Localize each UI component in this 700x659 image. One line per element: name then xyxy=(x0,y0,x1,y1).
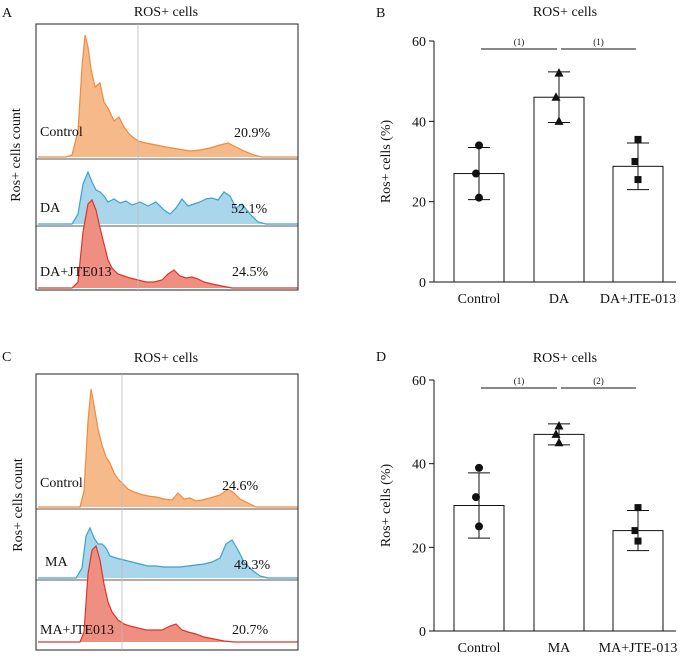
panel-b: B ROS+ cells Ros+ cells (%) 0 20 40 60 Control… xyxy=(376,5,676,307)
y-tick-label: 40 xyxy=(412,115,426,130)
data-point xyxy=(554,68,564,77)
panel-a-ylabel: Ros+ cells count xyxy=(9,108,24,202)
y-tick-label: 40 xyxy=(412,458,426,473)
significance-label: (1) xyxy=(514,376,525,386)
x-tick-label: DA xyxy=(549,292,570,307)
data-point xyxy=(475,141,483,150)
histogram-fill-1 xyxy=(38,35,298,157)
y-axis-label: Ros+ cells (%) xyxy=(379,120,394,204)
histogram-fill-1 xyxy=(38,389,298,507)
panel-c-letter: C xyxy=(2,350,11,365)
data-point xyxy=(631,158,639,165)
y-axis-label: Ros+ cells (%) xyxy=(379,464,394,548)
panel-b-letter: B xyxy=(376,6,385,21)
data-point xyxy=(551,429,561,438)
y-tick-label: 60 xyxy=(412,374,426,389)
data-point xyxy=(554,437,564,447)
histogram-fill-2 xyxy=(38,172,298,224)
panel-c-frame xyxy=(35,373,299,651)
y-tick-label: 20 xyxy=(412,541,426,556)
significance-label: (2) xyxy=(593,376,604,386)
panel-a-letter: A xyxy=(2,6,13,21)
panel-c-row-label: Control xyxy=(40,476,83,491)
y-tick-label: 0 xyxy=(419,625,426,640)
x-tick-label: Control xyxy=(458,292,501,307)
data-point xyxy=(472,169,480,178)
histogram-line-3 xyxy=(38,544,298,643)
chart-title: ROS+ cells xyxy=(533,5,597,20)
data-point xyxy=(475,522,483,531)
histogram-fill-2 xyxy=(38,528,298,578)
panel-d: D ROS+ cells Ros+ cells (%) 0 20 40 60 Control… xyxy=(376,350,677,656)
panel-a-frame xyxy=(35,23,299,291)
bar xyxy=(533,433,585,632)
histogram-line-2 xyxy=(38,526,298,579)
significance-label: (1) xyxy=(514,37,525,47)
panel-c-row-pct: 24.6% xyxy=(222,479,259,494)
panel-a-row-pct: 24.5% xyxy=(232,265,269,280)
data-point xyxy=(634,176,642,184)
panel-a-row-pct: 20.9% xyxy=(234,126,271,141)
panel-c-row-label: MA xyxy=(45,555,68,570)
histogram-line-1 xyxy=(38,388,298,508)
x-tick-label: Control xyxy=(458,641,501,656)
data-point xyxy=(554,116,564,125)
histogram-line-2 xyxy=(38,170,298,225)
panel-a-title: ROS+ cells xyxy=(134,5,198,20)
panel-c-title: ROS+ cells xyxy=(134,351,198,366)
significance-label: (1) xyxy=(593,37,604,47)
data-point xyxy=(631,527,639,535)
panel-c: C ROS+ cells Ros+ cells count Control 24… xyxy=(2,350,299,651)
panel-c-row-pct: 49.3% xyxy=(234,558,271,573)
panel-c-hists xyxy=(36,388,298,643)
y-tick-label: 20 xyxy=(412,196,426,211)
histogram-fill-3 xyxy=(38,200,298,288)
y-tick-label: 0 xyxy=(419,276,426,291)
data-point xyxy=(475,463,483,472)
data-point xyxy=(634,135,642,143)
data-point xyxy=(634,504,642,512)
histogram-fill-3 xyxy=(38,546,298,642)
chart-title: ROS+ cells xyxy=(533,351,597,366)
data-point xyxy=(554,421,564,430)
y-tick-label: 60 xyxy=(412,35,426,50)
panel-a-row-label: DA xyxy=(40,201,61,216)
histogram-line-1 xyxy=(38,34,298,158)
x-tick-label: MA+JTE-013 xyxy=(599,641,678,656)
x-tick-label: MA xyxy=(548,641,571,656)
data-point xyxy=(634,537,642,545)
panel-d-letter: D xyxy=(376,350,386,365)
panel-c-ylabel: Ros+ cells count xyxy=(11,458,26,552)
panel-a-row-label: DA+JTE013 xyxy=(40,265,112,280)
data-point xyxy=(551,92,561,101)
panel-c-row-pct: 20.7% xyxy=(232,623,269,638)
bar xyxy=(533,96,585,283)
x-tick-label: DA+JTE-013 xyxy=(600,292,676,307)
panel-c-row-label: MA+JTE013 xyxy=(40,623,114,638)
panel-a-hists xyxy=(36,34,298,289)
panel-a: A ROS+ cells Ros+ cells count Control 20… xyxy=(2,5,299,291)
panel-a-row-pct: 52.1% xyxy=(231,202,268,217)
panel-a-row-label: Control xyxy=(40,125,83,140)
data-point xyxy=(472,493,480,502)
data-point xyxy=(475,193,483,202)
